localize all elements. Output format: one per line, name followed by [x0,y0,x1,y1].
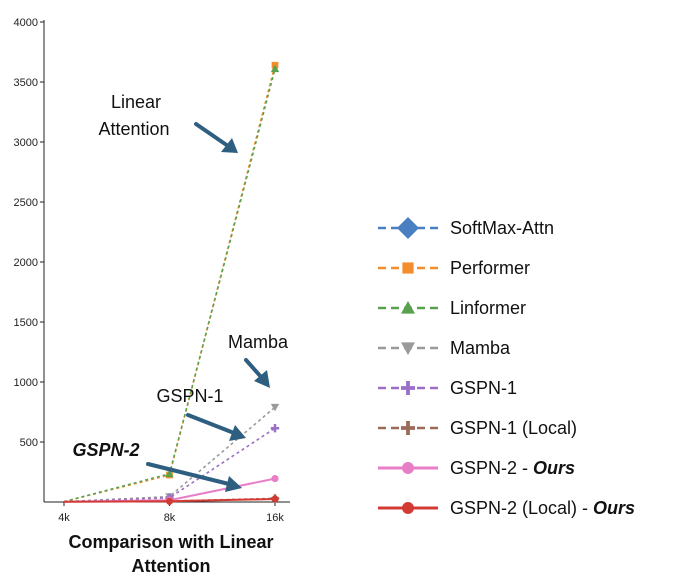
legend-label-softmax-attn: SoftMax-Attn [450,218,554,238]
arrow-mamba-head [254,370,270,388]
legend-label-text: GSPN-2 (Local) - [450,498,593,518]
series-gspn-2-local-ours [63,495,279,505]
legend-label-bold: Ours [533,458,575,478]
arrow-linear-attention-head [221,138,238,153]
annotation-gspn2: GSPN-2 [72,440,139,460]
y-tick-label: 3500 [14,77,38,89]
y-tick-group: 500 1000 1500 2000 2500 3000 3500 4000 [14,17,44,449]
annotation-linear: Linear [111,92,161,112]
legend-marker-softmax-attn [397,217,419,239]
legend-marker-gspn-1 [401,381,415,395]
legend-label-text: SoftMax-Attn [450,218,554,238]
x-tick-label: 8k [164,512,176,524]
legend-label-text: Performer [450,258,530,278]
data-point-linformer [270,64,280,73]
x-axis-label-line-2: Attention [132,556,211,576]
legend: SoftMax-Attn Performer Linformer Mamba GSPN-… [378,217,635,518]
x-axis-label: Comparison with Linear Attention [68,532,273,576]
arrow-mamba-shaft [244,358,264,380]
arrow-gspn2-shaft [146,462,231,486]
legend-item-softmax-attn: SoftMax-Attn [378,217,554,239]
legend-label-text: GSPN-2 - [450,458,533,478]
annotation-mamba: Mamba [228,332,289,352]
legend-label-performer: Performer [450,258,530,278]
y-tick-label: 1000 [14,377,38,389]
legend-item-gspn-1: GSPN-1 [378,378,517,398]
legend-item-mamba: Mamba [378,338,511,358]
legend-item-gspn-2-ours: GSPN-2 - Ours [378,458,575,478]
y-tick-label: 1500 [14,317,38,329]
x-tick-group: 4k 8k 16k [58,502,284,524]
plot-area: 500 1000 1500 2000 2500 3000 3500 4000 4k 8k 16k [14,17,290,524]
x-tick-label: 16k [266,512,284,524]
arrow-gspn2 [146,462,242,492]
legend-marker-mamba [401,342,415,355]
y-tick-label: 4000 [14,17,38,29]
y-tick-label: 3000 [14,137,38,149]
legend-marker-performer [402,262,414,274]
legend-label-text: Linformer [450,298,526,318]
legend-item-performer: Performer [378,258,530,278]
y-tick-label: 2500 [14,197,38,209]
legend-label-gspn-1-local: GSPN-1 (Local) [450,418,577,438]
legend-label-text: GSPN-1 [450,378,517,398]
legend-label-gspn-2-ours: GSPN-2 - Ours [450,458,575,478]
legend-label-gspn-2-local-ours: GSPN-2 (Local) - Ours [450,498,635,518]
legend-marker-gspn-2-ours [402,462,414,474]
data-point-gspn-1 [270,424,280,433]
legend-label-gspn-1: GSPN-1 [450,378,517,398]
legend-item-linformer: Linformer [378,298,526,318]
data-point-gspn-2-ours [271,475,279,483]
legend-label-text: Mamba [450,338,511,358]
data-point-gspn-2-local-ours [271,495,279,503]
annotation-group: Linear Attention Mamba GSPN-1 GSPN-2 [72,92,289,492]
arrow-mamba [244,358,270,388]
arrow-gspn1-shaft [186,413,236,435]
legend-label-bold: Ours [593,498,635,518]
legend-label-mamba: Mamba [450,338,511,358]
arrow-gspn1 [186,413,246,441]
data-point-linformer [165,469,174,478]
legend-item-gspn-1-local: GSPN-1 (Local) [378,418,577,438]
data-point-gspn-2-local-ours [165,497,174,505]
legend-label-linformer: Linformer [450,298,526,318]
arrow-linear-attention [194,122,238,153]
plot-background [44,20,290,502]
y-tick-label: 500 [20,437,38,449]
legend-marker-gspn-1-local [401,421,415,435]
arrow-gspn2-head [225,476,242,492]
arrow-gspn1-head [229,425,246,441]
legend-item-gspn-2-local-ours: GSPN-2 (Local) - Ours [378,498,635,518]
x-tick-label: 4k [58,512,70,524]
x-axis-label-line-1: Comparison with Linear [68,532,273,552]
legend-marker-gspn-2-local-ours [402,502,414,514]
data-point-mamba [270,403,280,412]
annotation-attention: Attention [98,119,169,139]
legend-label-text: GSPN-1 (Local) [450,418,577,438]
annotation-gspn1: GSPN-1 [156,386,223,406]
y-tick-label: 2000 [14,257,38,269]
series-group [63,61,280,506]
legend-marker-linformer [401,301,415,314]
arrow-linear-attention-shaft [194,122,230,148]
series-linformer [63,64,280,503]
